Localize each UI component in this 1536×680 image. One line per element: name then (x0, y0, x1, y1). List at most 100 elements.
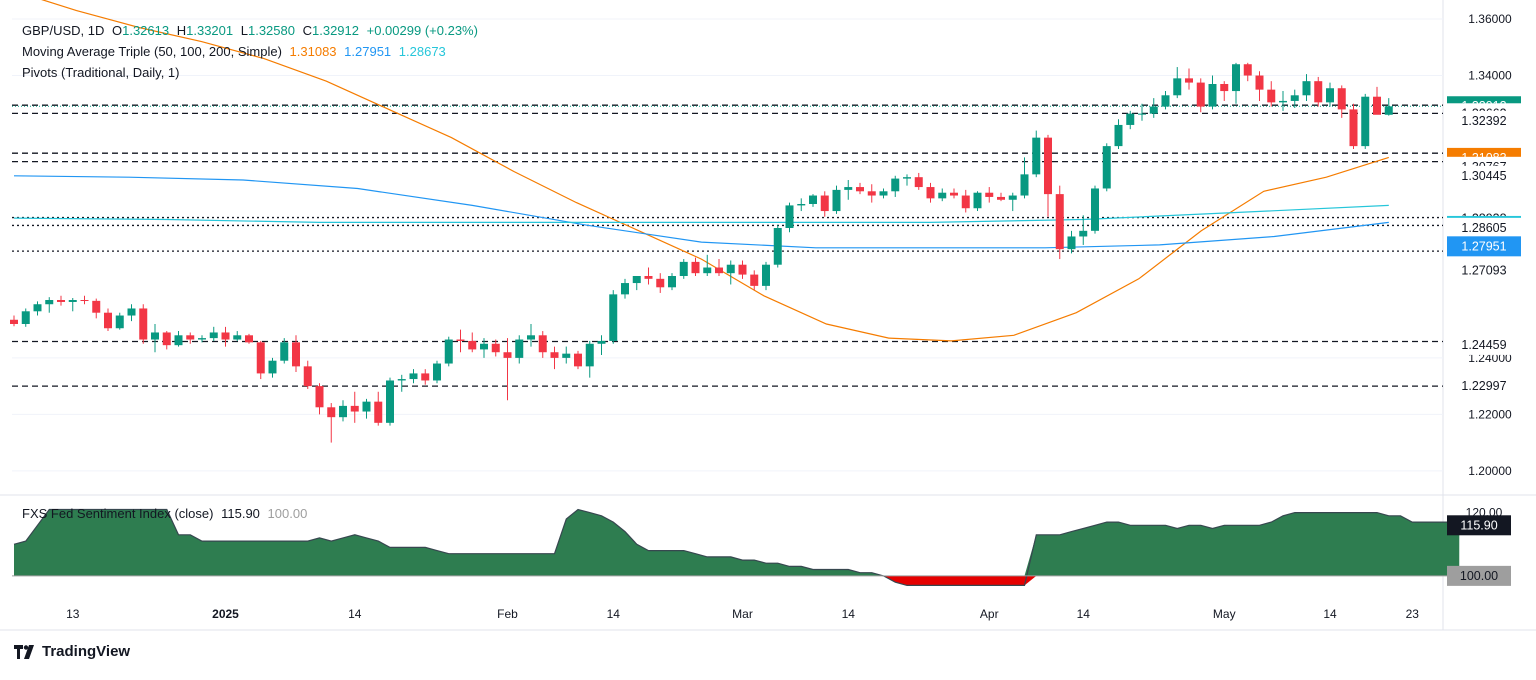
candle-body[interactable] (644, 276, 653, 279)
candle-body[interactable] (362, 401, 371, 412)
candle-body[interactable] (609, 294, 618, 341)
candle-body[interactable] (1020, 174, 1029, 196)
candle[interactable] (715, 259, 723, 276)
candle-body[interactable] (550, 352, 559, 358)
candle-body[interactable] (45, 300, 54, 305)
candle[interactable] (1055, 185, 1064, 260)
candle[interactable] (773, 225, 782, 268)
candle-body[interactable] (621, 283, 629, 295)
candle-body[interactable] (703, 267, 712, 274)
candle-body[interactable] (891, 178, 900, 192)
candle-body[interactable] (527, 335, 535, 340)
candle[interactable] (762, 261, 770, 291)
candle-body[interactable] (785, 205, 794, 228)
candle-body[interactable] (115, 315, 124, 329)
candle-body[interactable] (1149, 106, 1158, 114)
candle[interactable] (985, 187, 994, 203)
candle[interactable] (527, 324, 535, 347)
candle-body[interactable] (374, 401, 383, 423)
candle[interactable] (914, 172, 923, 190)
candle[interactable] (1149, 98, 1158, 118)
candle-body[interactable] (315, 386, 324, 408)
candle[interactable] (174, 331, 183, 347)
candle[interactable] (809, 194, 817, 207)
candle[interactable] (903, 174, 911, 186)
candle-body[interactable] (433, 363, 441, 381)
candle-body[interactable] (668, 276, 676, 288)
candle-body[interactable] (104, 312, 112, 329)
candle[interactable] (785, 202, 794, 233)
candle[interactable] (656, 273, 665, 293)
time-axis[interactable]: 13 2025 14 Feb 14 Mar 14 Apr 14 May 14 23 (66, 607, 1419, 621)
candle[interactable] (57, 295, 65, 306)
candle-body[interactable] (926, 187, 935, 199)
candle[interactable] (1079, 215, 1088, 245)
candle-body[interactable] (1232, 64, 1240, 92)
candle-body[interactable] (397, 379, 406, 381)
candle-body[interactable] (574, 353, 582, 367)
candle-body[interactable] (950, 192, 958, 196)
candle-body[interactable] (209, 332, 218, 339)
candle-body[interactable] (914, 177, 923, 188)
candle-body[interactable] (585, 343, 594, 367)
candle-body[interactable] (268, 360, 277, 374)
candle[interactable] (585, 340, 594, 378)
candle-body[interactable] (1126, 113, 1135, 125)
candle[interactable] (856, 182, 864, 195)
candle[interactable] (832, 185, 841, 214)
candle-body[interactable] (679, 261, 688, 276)
candle-body[interactable] (750, 274, 759, 286)
candle-body[interactable] (715, 267, 723, 274)
candle[interactable] (503, 338, 512, 401)
candle-body[interactable] (1290, 95, 1299, 101)
candle-body[interactable] (856, 187, 864, 192)
candle[interactable] (1126, 110, 1135, 130)
candle-body[interactable] (832, 189, 841, 212)
candle[interactable] (209, 326, 218, 341)
candle[interactable] (162, 331, 171, 350)
candle[interactable] (562, 346, 571, 364)
candle[interactable] (10, 315, 18, 327)
candle-body[interactable] (456, 339, 465, 341)
candle-body[interactable] (503, 352, 512, 358)
candle-body[interactable] (820, 195, 829, 212)
candle[interactable] (1185, 68, 1193, 90)
candle[interactable] (1196, 78, 1205, 113)
candle[interactable] (45, 297, 54, 313)
candle[interactable] (268, 357, 277, 378)
candle-body[interactable] (938, 192, 947, 199)
candle[interactable] (574, 350, 582, 370)
candle-body[interactable] (1349, 109, 1358, 147)
candle[interactable] (950, 188, 958, 199)
candle[interactable] (1267, 81, 1276, 107)
price-axis[interactable]: 1.360001.340001.240001.220001.200001.329… (1447, 12, 1521, 478)
candle[interactable] (491, 339, 500, 357)
candle[interactable] (1302, 74, 1311, 101)
candle-body[interactable] (985, 192, 994, 197)
candle[interactable] (421, 369, 430, 385)
candle-body[interactable] (1279, 100, 1287, 103)
tradingview-brand[interactable]: TradingView (14, 643, 130, 660)
candle-body[interactable] (1267, 89, 1276, 103)
candle-body[interactable] (198, 338, 206, 340)
candle[interactable] (480, 338, 488, 358)
candle[interactable] (1255, 71, 1264, 101)
candle[interactable] (1337, 85, 1346, 118)
candle[interactable] (891, 175, 900, 197)
candle-body[interactable] (1032, 137, 1041, 175)
candle-body[interactable] (1314, 81, 1323, 103)
candle[interactable] (1349, 103, 1358, 149)
candle[interactable] (186, 332, 195, 344)
candle[interactable] (256, 340, 265, 380)
candle[interactable] (350, 391, 359, 423)
candle[interactable] (245, 333, 253, 344)
candle-body[interactable] (1114, 124, 1123, 147)
candle-body[interactable] (350, 405, 359, 412)
candle[interactable] (327, 403, 336, 443)
candle-body[interactable] (1384, 106, 1393, 115)
candle[interactable] (515, 335, 524, 364)
candle-body[interactable] (1208, 84, 1217, 107)
candle[interactable] (867, 184, 876, 203)
